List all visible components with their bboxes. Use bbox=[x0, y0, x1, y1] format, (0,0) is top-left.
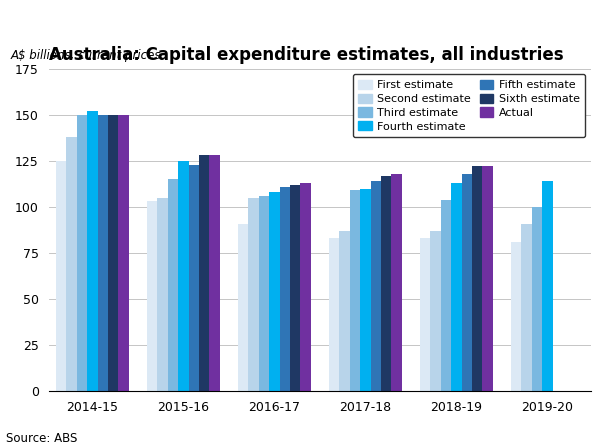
Bar bbox=[451, 183, 462, 392]
Bar bbox=[269, 192, 279, 392]
Bar bbox=[430, 231, 441, 392]
Bar bbox=[210, 155, 220, 392]
Bar bbox=[301, 183, 311, 392]
Bar bbox=[462, 174, 472, 392]
Bar bbox=[472, 166, 482, 392]
Text: A$ billions, current prices: A$ billions, current prices bbox=[11, 49, 161, 62]
Bar bbox=[87, 111, 98, 392]
Bar bbox=[482, 166, 493, 392]
Bar bbox=[157, 198, 168, 392]
Bar bbox=[108, 115, 118, 392]
Bar bbox=[542, 181, 553, 392]
Bar bbox=[56, 161, 66, 392]
Bar bbox=[350, 190, 360, 392]
Bar bbox=[168, 179, 178, 392]
Bar bbox=[188, 164, 199, 392]
Bar bbox=[381, 176, 391, 392]
Bar bbox=[66, 137, 76, 392]
Bar bbox=[441, 199, 451, 392]
Bar bbox=[521, 224, 531, 392]
Bar bbox=[98, 115, 108, 392]
Text: Source: ABS: Source: ABS bbox=[6, 432, 78, 445]
Bar bbox=[178, 161, 188, 392]
Bar bbox=[339, 231, 350, 392]
Bar bbox=[76, 115, 87, 392]
Bar bbox=[370, 181, 381, 392]
Bar bbox=[259, 196, 269, 392]
Bar bbox=[147, 202, 157, 392]
Legend: First estimate, Second estimate, Third estimate, Fourth estimate, Fifth estimate: First estimate, Second estimate, Third e… bbox=[353, 74, 585, 137]
Bar bbox=[199, 155, 210, 392]
Bar bbox=[248, 198, 259, 392]
Bar bbox=[420, 238, 430, 392]
Text: Australia: Capital expenditure estimates, all industries: Australia: Capital expenditure estimates… bbox=[48, 46, 563, 64]
Bar bbox=[511, 242, 521, 392]
Bar bbox=[118, 115, 129, 392]
Bar bbox=[531, 207, 542, 392]
Bar bbox=[328, 238, 339, 392]
Bar bbox=[391, 174, 402, 392]
Bar bbox=[360, 189, 370, 392]
Bar bbox=[238, 224, 248, 392]
Bar bbox=[279, 187, 290, 392]
Bar bbox=[290, 185, 301, 392]
